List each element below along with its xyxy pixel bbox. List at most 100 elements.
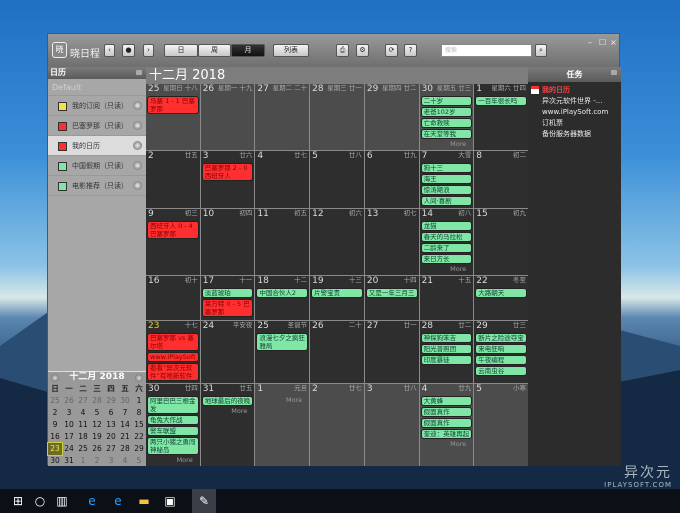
movie-event[interactable]: 老爸102岁	[420, 107, 473, 117]
mini-day[interactable]: 27	[106, 444, 116, 453]
movie-event[interactable]: 警车联盟	[147, 426, 199, 437]
mini-day[interactable]: 6	[108, 408, 114, 417]
mini-day[interactable]: 20	[106, 432, 116, 441]
mini-day[interactable]: 29	[106, 396, 116, 405]
calendar-item[interactable]: 巴塞罗那（只读）	[48, 116, 146, 136]
day-cell[interactable]: 3 廿八	[364, 384, 419, 466]
movie-event[interactable]: 地球最后的夜晚	[201, 396, 254, 407]
settings-icon[interactable]: ⚙	[356, 44, 369, 57]
mini-day[interactable]: 7	[122, 408, 128, 417]
movie-event[interactable]: 狗十三	[420, 162, 473, 173]
mini-day[interactable]: 26	[64, 396, 74, 405]
task-item[interactable]: 订机票	[542, 119, 563, 127]
task-view-icon[interactable]: ▥	[56, 494, 68, 508]
view-month-tab[interactable]: 月	[231, 44, 265, 57]
movie-event[interactable]: 二龄来了	[420, 243, 473, 254]
movie-event[interactable]: 二十岁	[420, 96, 473, 106]
mini-day[interactable]: 5	[94, 408, 100, 417]
day-cell[interactable]: 30 星期五 廿三 二十岁 老爸102岁 亡命救赎 在天堂等我 More	[419, 84, 474, 150]
day-cell[interactable]: 7 大雪 狗十三 海王 惊涛飓浪 人间·喜剧	[419, 150, 474, 209]
mini-day[interactable]: 9	[52, 420, 58, 429]
mini-day[interactable]: 10	[64, 420, 74, 429]
movie-event[interactable]: 海王	[420, 173, 473, 184]
movie-event[interactable]: 断片之险途夺宝	[475, 332, 527, 343]
day-cell[interactable]: 15 初九	[474, 209, 528, 275]
edge-icon[interactable]: e	[114, 494, 122, 508]
mini-day[interactable]: 4	[80, 408, 86, 417]
match-event[interactable]: 莱万特 0 - 5 巴塞罗那	[201, 298, 254, 317]
day-cell[interactable]: 1 星期六 廿四 一百年很长吗	[474, 84, 528, 150]
movie-event[interactable]: 云南虫谷	[475, 365, 527, 376]
day-cell[interactable]: 27 廿一	[364, 320, 419, 384]
day-cell[interactable]: 14 初八 龙猫 春天的马拉松 二龄来了 来日方长 More	[419, 209, 474, 275]
pin-icon[interactable]	[136, 70, 142, 75]
movie-event[interactable]: 亡命救赎	[420, 118, 473, 128]
mini-day[interactable]: 12	[92, 420, 102, 429]
day-cell[interactable]: 27 星期二 二十	[255, 84, 310, 150]
mini-day[interactable]: 27	[78, 396, 88, 405]
search-input[interactable]: 搜索	[441, 44, 532, 57]
task-item[interactable]: 备份服务器数据	[542, 130, 591, 138]
day-cell[interactable]: 19 十三 片警宝贵	[310, 275, 364, 320]
print-icon[interactable]: ⎙	[336, 44, 349, 57]
movie-event[interactable]: 大路朝天	[475, 287, 527, 298]
movie-event[interactable]: 神探狗笨吉	[420, 332, 473, 343]
more-link[interactable]: More	[286, 396, 303, 405]
day-cell[interactable]: 20 十四 又是一年三月三	[364, 275, 419, 320]
movie-event[interactable]: 中国合伙人2	[256, 287, 309, 298]
help-icon[interactable]: ?	[404, 44, 417, 57]
movie-event[interactable]: 春天的马拉松	[420, 232, 473, 243]
mini-day[interactable]: 25	[50, 396, 60, 405]
day-cell[interactable]: 31 廿五 地球最后的夜晚 More	[200, 384, 255, 466]
day-cell[interactable]: 22 冬至 大路朝天	[474, 275, 528, 320]
mini-day[interactable]: 31	[64, 456, 74, 465]
movie-event[interactable]: 龟兔大作战	[147, 415, 199, 426]
mini-day[interactable]: 18	[78, 432, 88, 441]
movie-event[interactable]: 两只小猪之勇闯神秘岛	[147, 437, 199, 456]
day-cell[interactable]: 10 初四	[200, 209, 255, 275]
mini-day[interactable]: 28	[120, 444, 130, 453]
more-link[interactable]: More	[450, 140, 467, 148]
movie-event[interactable]: 阳光普照团	[420, 343, 473, 354]
day-cell[interactable]: 12 初六	[310, 209, 364, 275]
day-cell[interactable]: 5 小寒	[474, 384, 528, 466]
mini-day[interactable]: 2	[94, 456, 100, 465]
location-icon[interactable]: ●	[122, 44, 135, 57]
mini-day[interactable]: 2	[52, 408, 58, 417]
day-cell[interactable]: 25 圣诞节 浪漫七夕之疯狂雅局	[255, 320, 310, 384]
day-cell[interactable]: 30 廿四 阿里巴巴三根金发 龟兔大作战 警车联盟 两只小猪之勇闯神秘岛 More	[146, 384, 200, 466]
explorer-icon[interactable]: ▬	[138, 494, 150, 508]
day-cell[interactable]: 16 初十	[146, 275, 200, 320]
movie-event[interactable]: 假面真作	[420, 418, 473, 429]
calendar-item[interactable]: 电影推荐（只读）	[48, 176, 146, 196]
next-button[interactable]: ›	[143, 44, 154, 57]
view-day-tab[interactable]: 日	[164, 44, 198, 57]
mini-day[interactable]: 5	[136, 456, 142, 465]
match-event[interactable]: 看看“异次元软件”有啥新软件	[147, 362, 199, 381]
day-cell[interactable]: 4 廿七	[255, 150, 310, 209]
mini-day[interactable]: 3	[66, 408, 72, 417]
mini-day[interactable]: 11	[78, 420, 88, 429]
mini-day[interactable]: 19	[92, 432, 102, 441]
mini-day[interactable]: 3	[108, 456, 114, 465]
task-group[interactable]: 我的日历	[528, 85, 621, 96]
mini-day[interactable]: 25	[78, 444, 88, 453]
view-week-tab[interactable]: 周	[198, 44, 231, 57]
task-item[interactable]: 异次元软件世界 -...	[542, 97, 603, 105]
mini-day[interactable]: 22	[134, 432, 144, 441]
mini-day[interactable]: 17	[64, 432, 74, 441]
movie-event[interactable]: 浪漫七夕之疯狂雅局	[256, 332, 309, 351]
mini-day[interactable]: 26	[92, 444, 102, 453]
calendar-toggle-icon[interactable]	[133, 141, 142, 150]
movie-event[interactable]: 来电狂响	[475, 343, 527, 354]
movie-event[interactable]: 在天堂等我	[420, 129, 473, 139]
day-cell[interactable]: 26 二十	[310, 320, 364, 384]
day-cell[interactable]: 29 星期四 廿二	[364, 84, 419, 150]
sync-icon[interactable]: ⟳	[385, 44, 398, 57]
day-cell[interactable]: 23 十七 巴塞罗那 vs 塞尔塔 www.iPlaySoft 看看“异次元软件”有啥新…	[146, 320, 200, 384]
day-cell[interactable]: 4 廿九 大黄蜂 假面真作 假面真作 奎迪：英雄再起 More	[419, 384, 474, 466]
movie-event[interactable]: 阿里巴巴三根金发	[147, 396, 199, 415]
day-cell[interactable]: 3 廿六 巴塞罗那 2 - 0 西班牙人	[200, 150, 255, 209]
maximize-button[interactable]: ☐	[599, 38, 607, 47]
mini-day[interactable]: 4	[122, 456, 128, 465]
